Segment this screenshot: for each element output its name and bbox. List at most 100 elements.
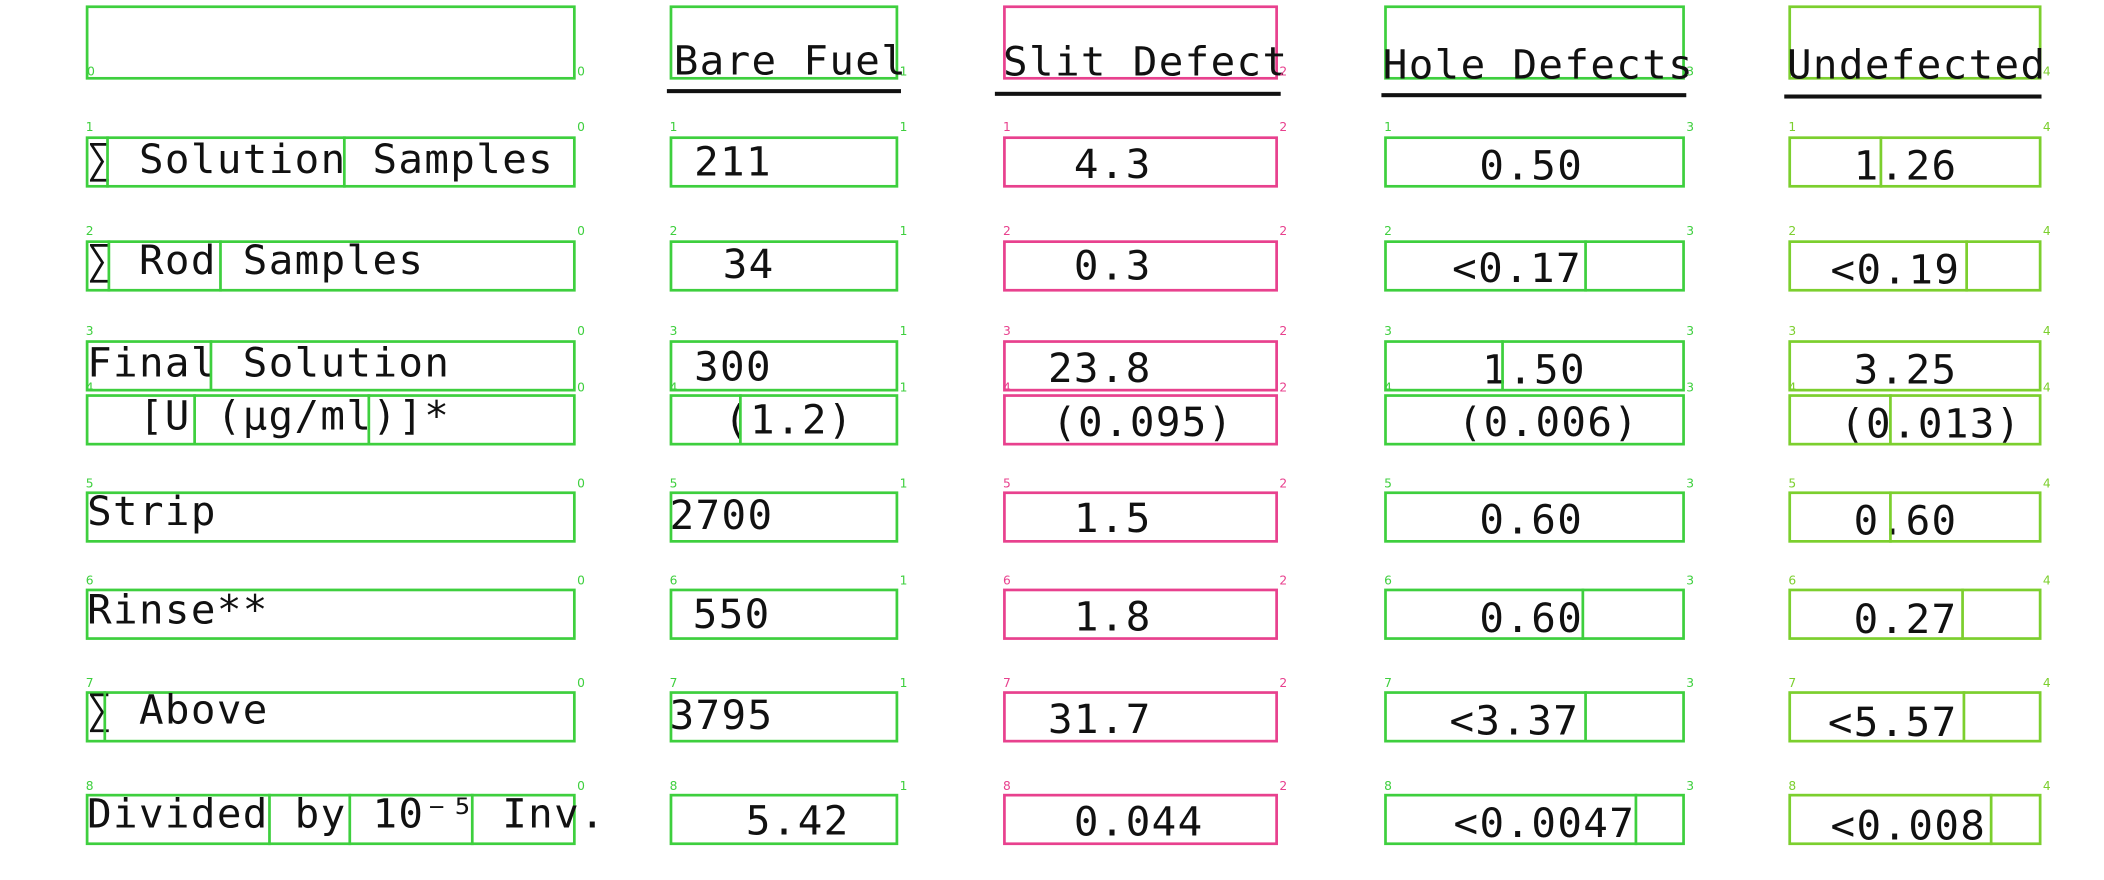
header-cell-bare-fuel [669, 5, 899, 80]
row-label-cell [85, 793, 576, 846]
column-index-annotation: 1 [899, 677, 908, 692]
header-undefected: Undefected [1786, 41, 2047, 90]
row-label-cell [85, 691, 576, 743]
word-divider [1965, 240, 1969, 292]
column-index-annotation: 2 [1279, 121, 1288, 135]
hole-defects-value: 0.60 [1479, 496, 1584, 545]
slit-defect-value: (0.095) [1052, 399, 1234, 447]
undefected-value: <0.008 [1830, 803, 1987, 851]
column-index-annotation: 1 [899, 780, 908, 794]
row-index-annotation: 3 [1788, 325, 1797, 339]
row-index-annotation: 2 [85, 225, 94, 239]
slit-defect-cell [1003, 588, 1278, 640]
word-divider [367, 394, 371, 446]
hole-defects-value: <0.17 [1452, 245, 1582, 293]
slit-defect-cell [1003, 240, 1278, 292]
row-index-annotation: 8 [85, 780, 94, 794]
bare-fuel-cell [669, 588, 899, 640]
word-divider [342, 136, 346, 188]
column-index-annotation: 3 [1686, 677, 1695, 692]
row-index-annotation: 4 [1003, 382, 1011, 396]
hole-defects-cell [1384, 793, 1685, 846]
word-divider [1584, 691, 1587, 743]
column-index-annotation: 4 [2042, 225, 2051, 239]
slit-defect-cell [1003, 491, 1278, 543]
hole-defects-cell [1384, 240, 1685, 292]
header-cell-empty [85, 5, 576, 80]
hole-defects-cell [1384, 588, 1685, 640]
header-underline [994, 91, 1281, 96]
row-label-cell [85, 394, 576, 446]
word-divider [470, 793, 474, 846]
hole-defects-value: 1.50 [1482, 346, 1586, 395]
column-index-annotation: 1 [899, 477, 908, 492]
hole-defects-cell [1384, 340, 1685, 392]
column-index-annotation: 3 [1686, 382, 1695, 396]
word-divider [193, 394, 196, 446]
hole-defects-value: (0.006) [1457, 399, 1640, 447]
slit-defect-cell [1003, 691, 1278, 743]
row-index-annotation: 2 [1384, 225, 1392, 239]
bare-fuel-cell [669, 340, 899, 392]
column-index-annotation: 0 [577, 225, 585, 239]
undefected-value: <0.19 [1830, 247, 1961, 295]
undefected-value: 1.26 [1853, 143, 1958, 191]
slit-defect-cell [1003, 340, 1278, 392]
column-index-annotation: 0 [577, 66, 585, 80]
row-index-annotation: 4 [1788, 382, 1797, 396]
row-label: Divided by 10⁻⁵ Inv. [87, 791, 606, 839]
row-index-annotation: 7 [1003, 677, 1011, 692]
header-bare-fuel: Bare Fuel [673, 37, 908, 86]
row-index-annotation: 6 [1003, 575, 1011, 589]
undefected-value: 0.27 [1853, 596, 1958, 644]
word-divider [1634, 793, 1638, 846]
row-index-annotation: 4 [669, 382, 678, 396]
hole-defects-value: <3.37 [1449, 697, 1580, 746]
word-divider [107, 240, 111, 292]
word-divider [1879, 136, 1883, 188]
undefected-cell [1788, 340, 2042, 392]
word-divider [1501, 340, 1504, 392]
column-index-annotation: 0 [577, 382, 585, 396]
column-index-annotation: 0 [577, 121, 585, 135]
bare-fuel-cell [669, 793, 899, 846]
row-index-annotation: 1 [669, 121, 678, 135]
bare-fuel-cell [669, 240, 899, 292]
undefected-cell [1788, 136, 2042, 188]
row-index-annotation: 3 [669, 325, 678, 339]
word-divider [1961, 588, 1964, 640]
column-index-annotation: 4 [2042, 575, 2051, 589]
word-divider [1889, 491, 1892, 543]
undefected-value: 3.25 [1853, 346, 1958, 395]
hole-defects-cell [1384, 394, 1685, 446]
slit-defect-value: 23.8 [1047, 345, 1152, 393]
row-index-annotation: 5 [1788, 477, 1797, 492]
undefected-value: (0.013) [1840, 400, 2022, 449]
row-index-annotation: 3 [1384, 325, 1392, 339]
column-index-annotation: 1 [899, 121, 908, 135]
row-index-annotation: 5 [1003, 477, 1011, 492]
header-underline [1784, 94, 2042, 99]
column-index-annotation: 1 [899, 382, 908, 396]
slit-defect-cell [1003, 793, 1278, 846]
row-label: Strip [87, 488, 217, 536]
word-divider [106, 136, 109, 188]
row-label-cell [85, 240, 576, 292]
column-index-annotation: 1 [899, 575, 908, 589]
hole-defects-cell [1384, 136, 1685, 188]
column-index-annotation: 1 [899, 225, 908, 239]
column-index-annotation: 0 [577, 477, 585, 492]
row-index-annotation: 7 [669, 677, 678, 692]
word-divider [1962, 691, 1966, 743]
header-underline [1381, 93, 1687, 98]
column-index-annotation: 2 [1279, 325, 1288, 339]
row-index-annotation: 5 [85, 477, 94, 492]
undefected-cell [1788, 691, 2042, 743]
header-slit-defect: Slit Defect [1003, 39, 1289, 87]
column-index-annotation: 4 [2042, 121, 2051, 135]
word-divider [103, 691, 107, 743]
word-divider [268, 793, 271, 846]
word-divider [209, 340, 213, 392]
bare-fuel-value: (1.2) [724, 396, 854, 445]
column-index-annotation: 4 [2042, 325, 2051, 339]
